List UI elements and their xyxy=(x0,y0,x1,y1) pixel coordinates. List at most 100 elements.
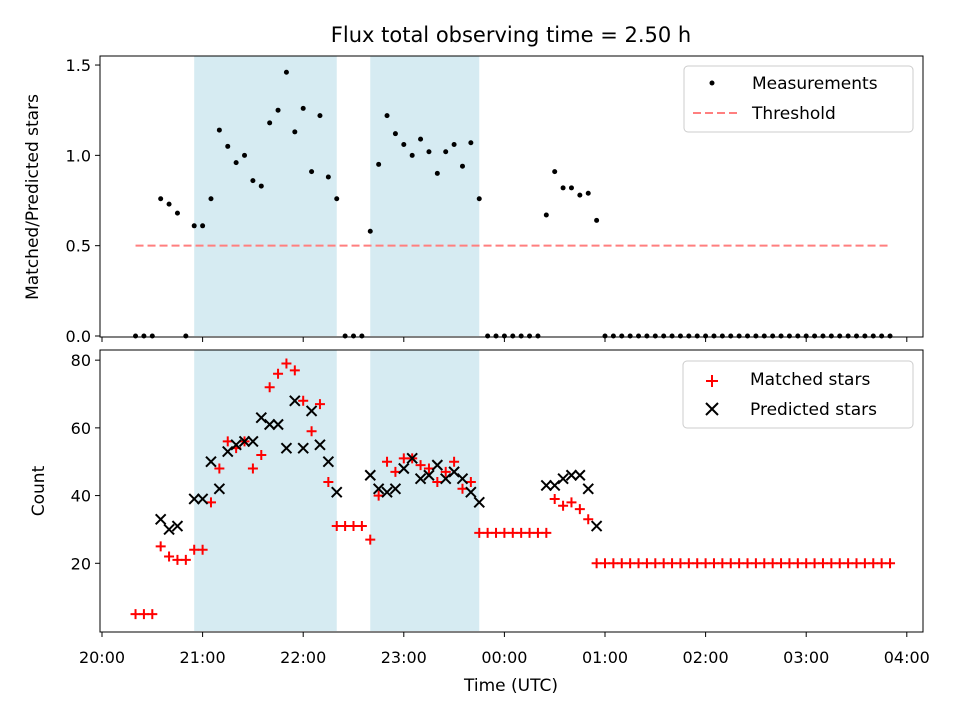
predicted-star-marker-18 xyxy=(305,405,318,417)
matched-star-marker-45 xyxy=(499,527,510,538)
measurement-point-85 xyxy=(837,333,843,339)
measurement-point-46 xyxy=(510,333,516,339)
measurement-point-66 xyxy=(677,333,683,339)
predicted-star-marker-34 xyxy=(465,486,477,498)
predicted-star-marker-2 xyxy=(163,523,175,536)
measurement-point-47 xyxy=(518,333,524,339)
measurement-point-50 xyxy=(543,212,549,218)
measurement-point-25 xyxy=(334,196,340,202)
matched-star-marker-64 xyxy=(658,558,669,569)
matched-star-marker-49 xyxy=(532,527,543,538)
predicted-star-marker-15 xyxy=(280,442,293,454)
bottom-x-tick-label-9: 04:00 xyxy=(884,648,930,667)
measurement-point-20 xyxy=(292,129,298,135)
measurement-point-3 xyxy=(149,333,155,339)
measurement-point-41 xyxy=(468,140,474,146)
top-legend-box xyxy=(683,65,914,133)
matched-star-marker-57 xyxy=(600,558,610,569)
bottom-plot-frame xyxy=(99,349,924,633)
matched-star-marker-63 xyxy=(650,558,661,569)
matched-star-marker-48 xyxy=(524,527,535,538)
matched-star-marker-53 xyxy=(566,497,577,508)
top-shaded-interval-2 xyxy=(370,56,480,336)
matched-star-marker-8 xyxy=(189,544,200,555)
matched-star-marker-27 xyxy=(348,521,359,532)
matched-star-marker-72 xyxy=(725,558,736,569)
predicted-star-marker-41 xyxy=(582,483,594,495)
bottom-x-tick-label-8: 03:00 xyxy=(783,648,829,667)
measurement-point-63 xyxy=(652,333,658,339)
measurement-point-28 xyxy=(359,333,365,339)
matched-star-marker-76 xyxy=(759,558,770,569)
predicted-star-marker-16 xyxy=(289,395,301,407)
measurement-point-2 xyxy=(141,333,147,339)
measurement-point-67 xyxy=(686,333,692,339)
bottom-x-axis-label: Time (UTC) xyxy=(463,676,558,696)
measurement-point-83 xyxy=(820,333,826,339)
predicted-star-marker-14 xyxy=(272,418,284,431)
matched-star-marker-30 xyxy=(373,490,384,501)
measurement-point-18 xyxy=(275,107,281,113)
measurement-point-11 xyxy=(216,127,222,133)
measurement-point-34 xyxy=(409,152,415,158)
measurement-point-77 xyxy=(770,333,776,339)
predicted-star-marker-20 xyxy=(322,456,335,468)
bottom-y-tick-label-1: 20 xyxy=(71,554,91,573)
legend-marker-matched-stars xyxy=(706,375,718,387)
matched-star-marker-81 xyxy=(801,558,812,569)
matched-star-marker-86 xyxy=(843,558,854,569)
measurement-point-1 xyxy=(133,333,139,339)
measurement-point-74 xyxy=(745,333,751,339)
bottom-y-tick-label-3: 60 xyxy=(71,419,91,438)
matched-star-marker-22 xyxy=(306,426,317,437)
measurement-point-60 xyxy=(627,333,633,339)
matched-star-marker-83 xyxy=(817,558,828,569)
matched-star-marker-47 xyxy=(516,527,527,538)
measurement-point-88 xyxy=(862,333,868,339)
measurement-point-9 xyxy=(200,223,206,229)
matched-star-marker-29 xyxy=(365,534,376,545)
measurement-point-44 xyxy=(493,333,499,339)
top-plot-frame xyxy=(99,55,924,338)
bottom-x-tick-label-3: 22:00 xyxy=(280,648,326,667)
measurement-point-76 xyxy=(761,333,767,339)
matched-star-marker-89 xyxy=(868,558,879,569)
measurement-point-40 xyxy=(459,163,465,169)
bottom-panel: 20 40 60 80 20:00 21:00 22:00 23:00 00:00 01:00 02… xyxy=(29,349,930,696)
matched-star-marker-78 xyxy=(776,558,787,569)
measurement-point-48 xyxy=(527,333,533,339)
predicted-star-marker-8 xyxy=(222,445,234,458)
matched-star-marker-70 xyxy=(708,558,719,569)
bottom-y-tick-label-4: 80 xyxy=(71,351,91,370)
matched-star-marker-21 xyxy=(298,395,309,406)
predicted-star-marker-3 xyxy=(171,520,184,532)
measurement-point-27 xyxy=(351,333,356,339)
predicted-star-marker-7 xyxy=(213,483,226,495)
matched-star-marker-91 xyxy=(885,558,896,569)
top-legend: Measurements Threshold xyxy=(683,65,914,133)
bottom-axis-ticks: 20 40 60 80 20:00 21:00 22:00 23:00 00:00 01:00 02… xyxy=(71,351,930,667)
matched-star-marker-40 xyxy=(457,483,468,494)
predicted-star-marker-29 xyxy=(423,469,435,481)
matched-star-marker-9 xyxy=(197,544,208,555)
matched-star-marker-1 xyxy=(130,609,141,620)
bottom-series-layer xyxy=(130,358,896,620)
matched-star-marker-15 xyxy=(247,463,258,474)
legend-marker-predicted-stars xyxy=(705,402,719,416)
predicted-star-marker-28 xyxy=(414,472,427,485)
measurement-point-86 xyxy=(845,333,851,339)
matched-star-marker-79 xyxy=(784,558,795,569)
bottom-x-tick-label-2: 21:00 xyxy=(180,648,226,667)
matched-star-marker-60 xyxy=(625,558,636,569)
matched-star-marker-80 xyxy=(792,558,803,569)
measurement-point-58 xyxy=(610,333,616,339)
measurement-point-64 xyxy=(661,333,667,339)
measurement-point-12 xyxy=(225,143,231,149)
measurement-point-5 xyxy=(166,201,172,207)
predicted-star-marker-37 xyxy=(548,479,561,492)
top-shaded-intervals xyxy=(194,56,480,336)
measurement-point-43 xyxy=(485,333,491,339)
predicted-star-marker-33 xyxy=(456,472,469,485)
measurement-point-23 xyxy=(317,113,323,119)
predicted-star-marker-22 xyxy=(364,469,376,481)
